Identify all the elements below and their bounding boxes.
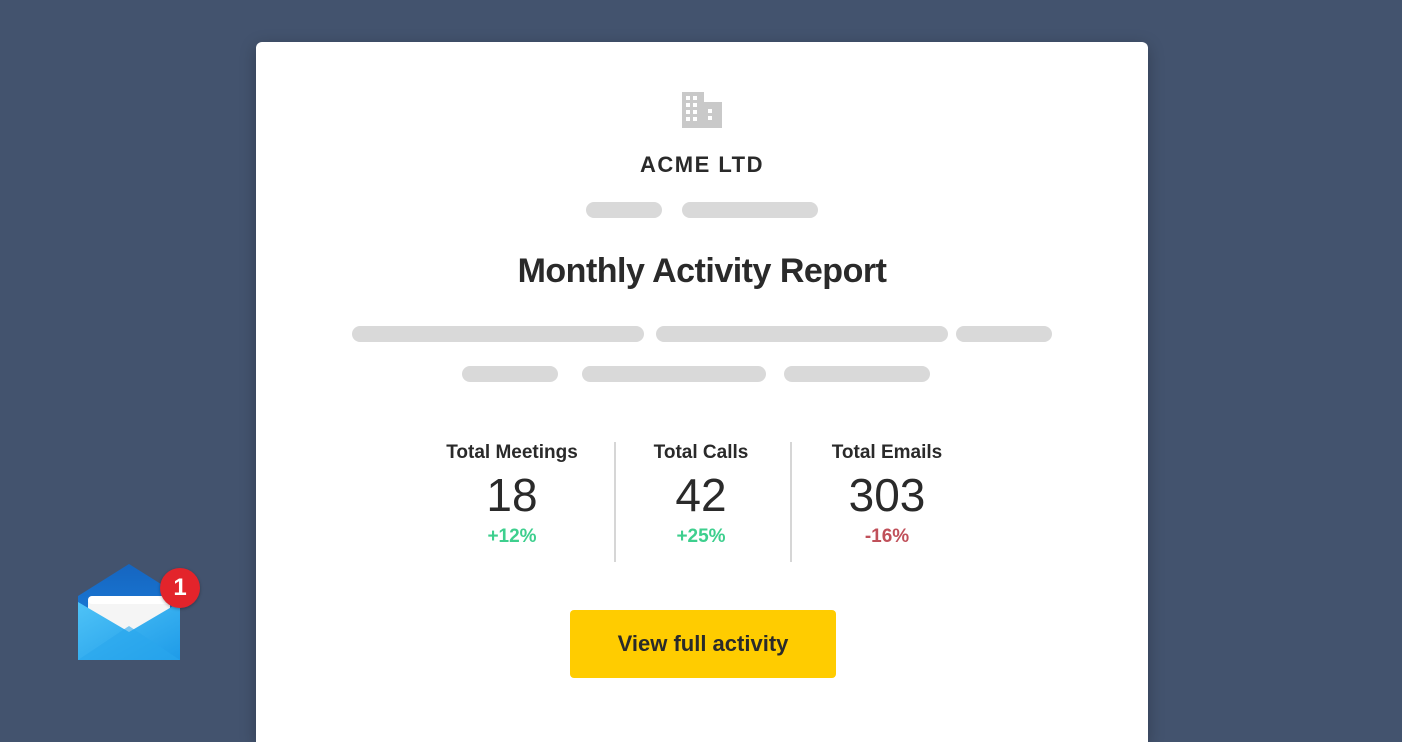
placeholder-line (956, 326, 1052, 342)
placeholder-line (462, 366, 558, 382)
stat-calls: Total Calls 42 +25% (631, 442, 771, 548)
stat-label: Total Emails (831, 442, 943, 463)
placeholder-line (656, 326, 948, 342)
stat-label: Total Calls (653, 442, 749, 463)
company-name: ACME LTD (639, 152, 765, 177)
placeholder-line (784, 366, 930, 382)
stat-meetings: Total Meetings 18 +12% (432, 442, 592, 548)
placeholder-line (582, 366, 766, 382)
building-icon (682, 92, 722, 128)
stat-change: +12% (487, 526, 537, 547)
stat-emails: Total Emails 303 -16% (812, 442, 962, 548)
view-full-activity-button[interactable]: View full activity (570, 610, 836, 678)
notification-badge: 1 (160, 568, 200, 608)
stat-divider (790, 442, 792, 562)
stat-label: Total Meetings (446, 442, 578, 463)
stat-value: 42 (675, 469, 727, 521)
placeholder-line (352, 326, 644, 342)
email-card: ACME LTD Monthly Activity Report Total M… (256, 42, 1148, 742)
stat-divider (614, 442, 616, 562)
stat-value: 303 (848, 469, 926, 521)
placeholder-line (682, 202, 818, 218)
stat-change: -16% (864, 526, 910, 547)
mail-icon[interactable] (76, 562, 202, 662)
placeholder-line (586, 202, 662, 218)
stat-change: +25% (676, 526, 726, 547)
report-title: Monthly Activity Report (517, 252, 887, 290)
stat-value: 18 (486, 469, 538, 521)
